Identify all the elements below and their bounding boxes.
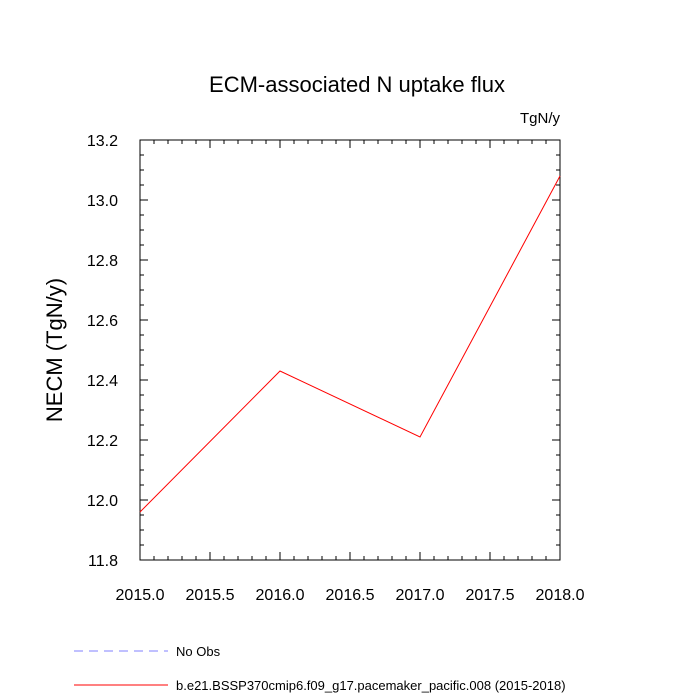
plot-frame [139,139,561,561]
units-label: TgN/y [520,110,561,127]
legend: No Obs b.e21.BSSP370cmip6.f09_g17.pacemak… [74,644,566,693]
series-line [139,175,561,513]
x-tick-label: 2015.5 [186,587,235,604]
x-tick-label: 2016.5 [326,587,375,604]
y-tick-label: 13.0 [87,193,118,210]
x-tick-label: 2015.0 [116,587,165,604]
axis-ticks [139,139,561,561]
x-tick-label: 2017.5 [466,587,515,604]
series-lines [139,175,561,513]
y-tick-label: 12.4 [87,373,118,390]
x-tick-label: 2016.0 [256,587,305,604]
legend-label: b.e21.BSSP370cmip6.f09_g17.pacemaker_pac… [176,678,566,693]
legend-label: No Obs [176,644,221,659]
x-tick-label: 2017.0 [396,587,445,604]
y-tick-label: 12.8 [87,253,118,270]
y-tick-label: 12.6 [87,313,118,330]
x-tick-label: 2018.0 [536,587,585,604]
y-tick-label: 11.8 [88,553,118,570]
y-tick-label: 12.2 [87,433,118,450]
y-axis-label: NECM (TgN/y) [42,278,67,422]
y-tick-label: 12.0 [87,493,118,510]
y-tick-label: 13.2 [87,133,118,150]
axis-tick-labels: 2015.0 2015.5 2016.0 2016.5 2017.0 2017.5 2018… [87,133,585,604]
chart-title: ECM-associated N uptake flux [209,72,505,97]
